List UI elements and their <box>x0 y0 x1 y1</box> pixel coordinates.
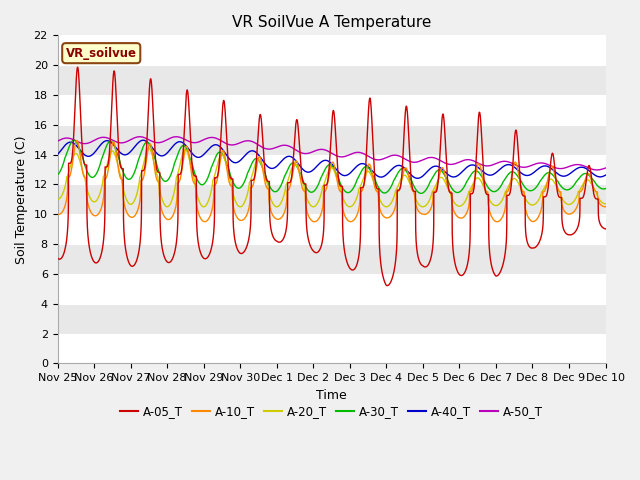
Title: VR SoilVue A Temperature: VR SoilVue A Temperature <box>232 15 431 30</box>
Legend: A-05_T, A-10_T, A-20_T, A-30_T, A-40_T, A-50_T: A-05_T, A-10_T, A-20_T, A-30_T, A-40_T, … <box>116 401 547 423</box>
Y-axis label: Soil Temperature (C): Soil Temperature (C) <box>15 135 28 264</box>
Bar <box>58 274 605 304</box>
Bar <box>58 244 605 274</box>
Bar <box>58 304 605 334</box>
Bar <box>58 184 605 214</box>
Text: VR_soilvue: VR_soilvue <box>66 47 137 60</box>
Bar <box>58 65 605 95</box>
Bar <box>58 36 605 65</box>
Bar <box>58 214 605 244</box>
Bar <box>58 155 605 184</box>
Bar <box>58 334 605 363</box>
Bar <box>58 125 605 155</box>
X-axis label: Time: Time <box>316 389 347 402</box>
Bar <box>58 95 605 125</box>
